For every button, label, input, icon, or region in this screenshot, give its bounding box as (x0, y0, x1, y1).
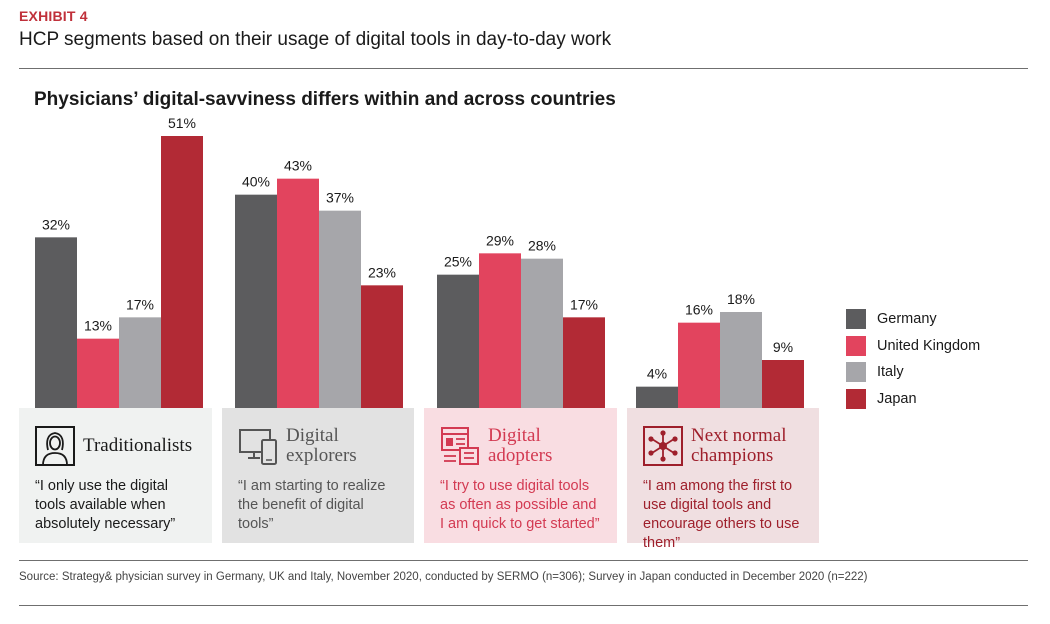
segment-box-digital-explorers: Digital explorers “I am starting to real… (222, 408, 414, 543)
data-label: 9% (773, 339, 793, 355)
data-label: 40% (242, 174, 270, 190)
data-label: 17% (570, 296, 598, 312)
data-label: 28% (528, 238, 556, 254)
data-label: 4% (647, 366, 667, 382)
legend-label: United Kingdom (877, 337, 981, 354)
bar-italy-2 (521, 258, 563, 408)
segment-name: Traditionalists (83, 435, 193, 456)
bar-japan-2 (563, 317, 605, 408)
network-icon (643, 426, 683, 466)
chart-title: Physicians’ digital-savviness differs wi… (34, 89, 616, 110)
bar-united-kingdom-2 (479, 253, 521, 408)
data-label: 25% (444, 254, 472, 270)
bar-japan-0 (161, 136, 203, 408)
segment-box-next-normal-champions: Next normal champions “I am among the fi… (627, 408, 819, 551)
legend-label: Italy (877, 364, 904, 381)
source-note: Source: Strategy& physician survey in Ge… (19, 571, 868, 583)
segment-name: Digital explorers (286, 425, 357, 466)
data-label: 32% (42, 216, 70, 232)
bar-japan-1 (361, 285, 403, 408)
bar-united-kingdom-3 (678, 322, 720, 408)
bar-italy-3 (720, 312, 762, 408)
data-label: 17% (126, 296, 154, 312)
data-label: 18% (727, 291, 755, 307)
bar-germany-0 (35, 237, 77, 408)
segment-box-traditionalists: Traditionalists “I only use the digital … (19, 408, 212, 543)
legend-swatch (846, 309, 866, 330)
bar-japan-3 (762, 360, 804, 408)
bar-germany-2 (437, 274, 479, 408)
segment-name: Digital adopters (488, 425, 553, 466)
bar-chart: 32% 13% 17% 51% 40% 43% 37% 23% 25% 29% 28% 17% 4% 16… (35, 115, 804, 408)
legend-item-united-kingdom: United Kingdom (846, 333, 980, 360)
bar-united-kingdom-0 (77, 338, 119, 408)
source-divider-top (19, 560, 1028, 561)
bar-italy-0 (119, 317, 161, 408)
legend-label: Germany (877, 311, 937, 328)
top-divider (19, 68, 1028, 69)
data-label: 16% (685, 302, 713, 318)
data-label: 23% (368, 264, 396, 280)
data-label: 43% (284, 158, 312, 174)
segment-quote: “I am among the first to use digital too… (643, 478, 800, 551)
devices-icon (239, 429, 277, 465)
legend-swatch (846, 362, 866, 383)
page-subtitle: HCP segments based on their usage of dig… (19, 29, 612, 50)
legend-swatch (846, 335, 866, 356)
person-icon (35, 426, 75, 466)
chart-legend: Germany United Kingdom Italy Japan (846, 306, 980, 412)
bar-italy-1 (319, 210, 361, 408)
bar-germany-1 (235, 194, 277, 408)
segment-name: Next normal champions (691, 425, 787, 466)
apps-icon (441, 427, 479, 465)
legend-swatch (846, 388, 866, 409)
bottom-divider (19, 605, 1028, 606)
data-label: 13% (84, 318, 112, 334)
data-label: 29% (486, 232, 514, 248)
segment-quote: “I am starting to realize the benefit of… (238, 478, 386, 532)
data-label: 51% (168, 115, 196, 131)
data-label: 37% (326, 190, 354, 206)
segment-quote: “I try to use digital tools as often as … (440, 478, 600, 532)
segment-quote: “I only use the digital tools available … (35, 478, 176, 532)
exhibit-label: EXHIBIT 4 (19, 8, 88, 24)
legend-item-italy: Italy (846, 359, 980, 386)
segment-box-digital-adopters: Digital adopters “I try to use digital t… (424, 408, 617, 543)
legend-label: Japan (877, 390, 917, 407)
legend-item-japan: Japan (846, 386, 980, 413)
bar-germany-3 (636, 386, 678, 408)
legend-item-germany: Germany (846, 306, 980, 333)
bar-united-kingdom-1 (277, 178, 319, 408)
